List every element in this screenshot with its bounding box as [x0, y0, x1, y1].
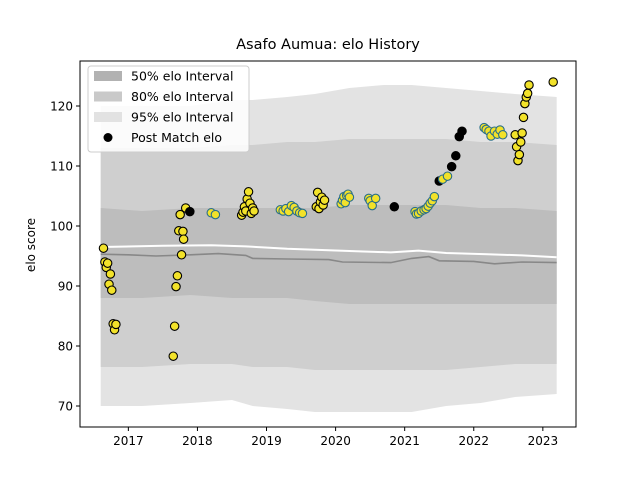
post-match-point — [517, 128, 527, 138]
chart-title: Asafo Aumua: elo History — [236, 37, 420, 53]
post-match-point — [168, 351, 179, 361]
post-match-point — [514, 149, 525, 160]
mean-line — [100, 244, 557, 259]
post-match-point — [178, 234, 189, 244]
legend-label: Post Match elo — [131, 130, 222, 145]
band-50 — [100, 205, 557, 304]
y-axis-label: elo score — [24, 218, 38, 272]
post-match-point — [169, 321, 180, 331]
post-match-point — [172, 271, 183, 281]
post-match-point — [243, 187, 254, 197]
x-tick-label: 2017 — [113, 434, 144, 448]
axes-frame — [79, 60, 577, 428]
post-match-point — [457, 126, 467, 136]
post-match-point — [210, 209, 221, 220]
post-match-point — [370, 193, 381, 204]
post-match-point — [185, 206, 195, 217]
legend-swatch — [94, 112, 122, 122]
legend-swatch — [94, 71, 122, 81]
y-tick-label: 120 — [50, 100, 73, 114]
post-match-point — [178, 226, 188, 237]
post-match-point — [442, 171, 453, 181]
post-match-point — [171, 281, 181, 292]
legend: 50% elo Interval 80% elo Interval 95% elo … — [87, 65, 250, 153]
y-tick-label: 70 — [58, 400, 73, 414]
post-match-point — [105, 269, 116, 279]
legend-label: 95% elo Interval — [131, 110, 233, 125]
post-match-point — [176, 250, 187, 260]
post-match-point — [98, 243, 109, 253]
post-match-point — [344, 192, 355, 202]
post-match-point — [524, 80, 534, 90]
x-tick-label: 2020 — [320, 434, 351, 448]
x-tick-label: 2019 — [251, 434, 282, 448]
post-match-point — [446, 161, 457, 172]
y-tick-label: 80 — [58, 340, 73, 354]
y-tick-label: 90 — [58, 280, 73, 294]
y-tick-label: 110 — [50, 160, 73, 174]
legend-box — [87, 65, 250, 153]
plot-area — [98, 77, 558, 412]
post-match-point — [548, 77, 558, 87]
axes: 2017 2018 2019 2020 2021 2022 2023 70 80 90 100 110… — [50, 60, 577, 448]
post-match-point — [522, 88, 533, 99]
x-tick-label: 2021 — [389, 434, 420, 448]
post-match-point — [107, 285, 117, 295]
post-match-point — [518, 112, 529, 123]
post-match-point — [429, 191, 440, 202]
post-match-point — [389, 202, 400, 212]
post-match-point — [297, 208, 308, 219]
legend-label: 50% elo Interval — [131, 69, 233, 84]
post-match-point — [498, 130, 508, 140]
legend-marker — [103, 133, 113, 142]
post-match-point — [111, 319, 121, 330]
legend-swatch — [94, 91, 122, 102]
post-match-point — [515, 137, 526, 147]
post-match-point — [102, 258, 113, 268]
post-match-point — [451, 151, 461, 161]
x-tick-label: 2023 — [528, 434, 559, 448]
post-match-point — [175, 209, 185, 220]
post-match-point — [319, 195, 330, 205]
y-tick-label: 100 — [50, 220, 73, 234]
post-match-point — [249, 206, 259, 216]
x-tick-label: 2022 — [458, 434, 489, 448]
legend-label: 80% elo Interval — [131, 89, 233, 104]
x-tick-label: 2018 — [182, 434, 213, 448]
